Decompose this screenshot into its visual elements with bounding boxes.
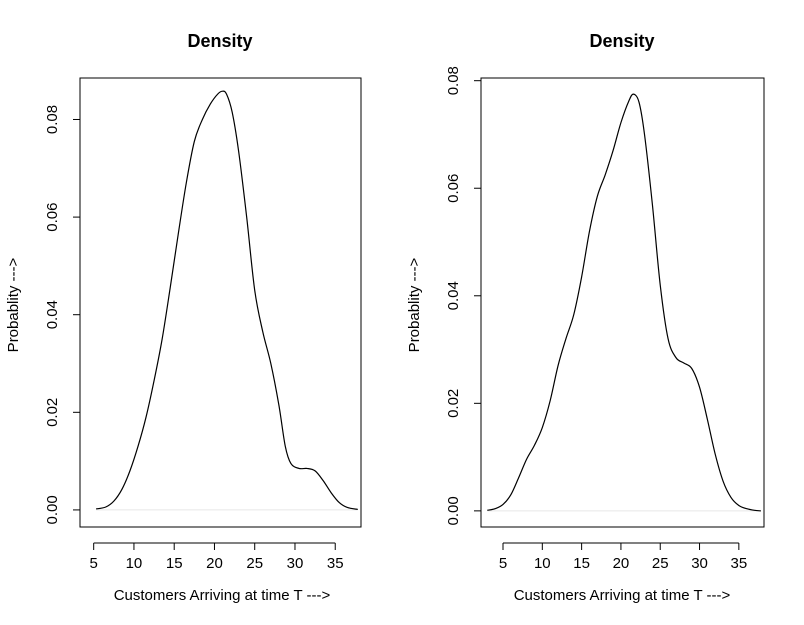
left-x-tick-label: 30 bbox=[287, 555, 304, 572]
right-y-tick-label: 0.02 bbox=[445, 389, 462, 418]
right-x-ticks: 5 10 15 20 25 30 35 bbox=[499, 542, 748, 572]
left-density-curve bbox=[95, 90, 358, 511]
right-density-curve bbox=[487, 93, 761, 512]
right-x-tick-label: 10 bbox=[534, 555, 551, 572]
left-y-ticks: 0.00 0.02 0.04 0.06 0.08 bbox=[44, 105, 81, 525]
right-x-tick-label: 30 bbox=[691, 555, 708, 572]
left-y-tick-label: 0.00 bbox=[44, 495, 61, 524]
left-chart-title: Density bbox=[187, 31, 252, 51]
left-y-tick-label: 0.06 bbox=[44, 202, 61, 231]
left-y-axis-label: Probablity ---> bbox=[5, 257, 22, 352]
right-density-panel: Density 5 10 15 20 25 30 35 0.000.020.040.060.… bbox=[406, 31, 765, 604]
right-y-tick-label: 0.08 bbox=[445, 66, 462, 95]
right-y-axis-label: Probablity ---> bbox=[406, 257, 423, 352]
right-y-tick-label: 0.06 bbox=[445, 174, 462, 203]
right-x-tick-label: 15 bbox=[573, 555, 590, 572]
right-y-tick-label: 0.00 bbox=[445, 496, 462, 525]
left-x-axis-label: Customers Arriving at time T ---> bbox=[114, 587, 331, 604]
left-y-tick-label: 0.04 bbox=[44, 300, 61, 329]
right-y-tick-label: 0.04 bbox=[445, 281, 462, 310]
left-x-tick-label: 5 bbox=[90, 555, 98, 572]
left-plot-frame bbox=[79, 77, 362, 528]
left-x-tick-label: 10 bbox=[126, 555, 143, 572]
left-x-tick-label: 20 bbox=[206, 555, 223, 572]
right-chart-title: Density bbox=[589, 31, 654, 51]
left-x-tick-label: 25 bbox=[246, 555, 263, 572]
left-density-panel: Density 5 10 15 20 25 30 35 0.000.020.040.060.… bbox=[5, 31, 362, 604]
left-x-tick-label: 35 bbox=[327, 555, 344, 572]
right-x-tick-label: 20 bbox=[613, 555, 630, 572]
right-x-tick-label: 35 bbox=[731, 555, 748, 572]
right-y-ticks: 0.00 0.02 0.04 0.06 0.08 bbox=[445, 66, 482, 525]
left-y-tick-label: 0.08 bbox=[44, 105, 61, 134]
left-y-tick-label: 0.02 bbox=[44, 398, 61, 427]
right-x-tick-label: 25 bbox=[652, 555, 669, 572]
right-x-tick-label: 5 bbox=[499, 555, 507, 572]
right-x-axis-label: Customers Arriving at time T ---> bbox=[514, 587, 731, 604]
left-x-tick-label: 15 bbox=[166, 555, 183, 572]
right-plot-frame bbox=[480, 77, 765, 528]
left-x-ticks: 5 10 15 20 25 30 35 bbox=[90, 542, 344, 572]
